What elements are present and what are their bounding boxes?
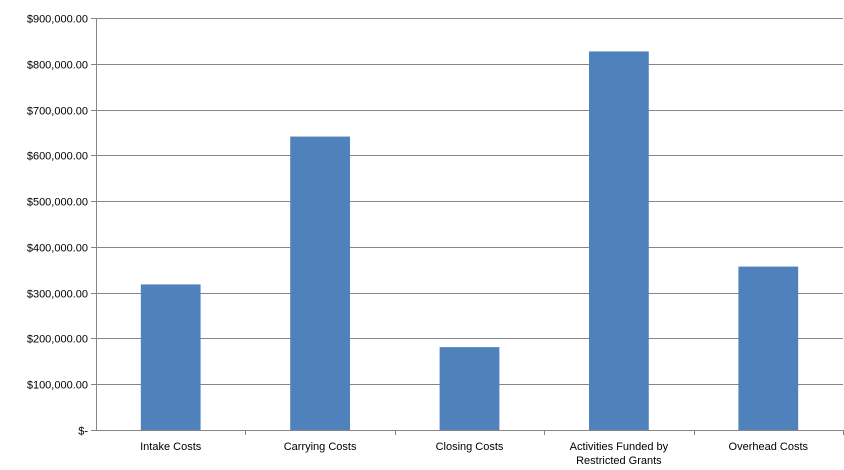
axes	[91, 18, 844, 435]
x-category-label: Carrying Costs	[284, 441, 357, 453]
x-category-labels: Intake Costs Carrying Costs Closing Costs A…	[140, 441, 808, 467]
y-tick-label: $-	[78, 426, 88, 438]
y-tick-label: $100,000.00	[27, 380, 88, 392]
y-tick-label: $600,000.00	[27, 151, 88, 163]
x-category-label: Overhead Costs	[729, 441, 809, 453]
y-tick-labels: $- $100,000.00 $200,000.00 $300,000.00 $400,…	[27, 14, 89, 438]
y-tick-label: $900,000.00	[27, 14, 88, 26]
bars	[140, 51, 799, 430]
y-tick-label: $500,000.00	[27, 197, 88, 209]
x-category-label: Intake Costs	[140, 441, 202, 453]
y-tick-label: $800,000.00	[27, 60, 88, 72]
bar	[589, 51, 649, 430]
bar	[290, 136, 350, 430]
y-tick-label: $300,000.00	[27, 289, 88, 301]
y-tick-label: $200,000.00	[27, 334, 88, 346]
bar	[140, 284, 201, 430]
bar	[738, 266, 799, 430]
y-tick-label: $400,000.00	[27, 243, 88, 255]
bar	[439, 347, 500, 430]
gridlines	[96, 18, 843, 385]
y-tick-label: $700,000.00	[27, 106, 88, 118]
x-category-label: Closing Costs	[436, 441, 504, 453]
x-category-label: Activities Funded by Restricted Grants	[570, 441, 669, 467]
